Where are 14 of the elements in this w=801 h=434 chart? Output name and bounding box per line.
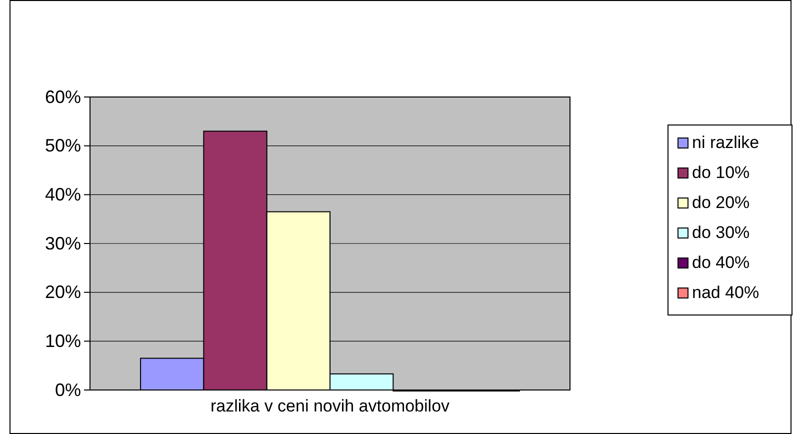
legend-label: do 30% (692, 223, 750, 242)
y-tick-label: 30% (44, 233, 81, 254)
legend-label: ni razlike (692, 133, 760, 152)
y-tick-label: 60% (44, 86, 81, 107)
x-tick-label: razlika v ceni novih avtomobilov (210, 396, 450, 416)
y-tick-label: 10% (44, 330, 81, 351)
legend-label: do 20% (692, 193, 750, 212)
y-tick-label: 50% (44, 136, 81, 156)
legend-label: do 10% (692, 163, 750, 182)
y-tick-label: 20% (44, 282, 81, 302)
y-tick-label: 40% (44, 184, 81, 204)
legend-label: do 40% (692, 253, 750, 272)
y-tick-label: 0% (54, 380, 81, 400)
legend-label: nad 40% (692, 283, 760, 302)
